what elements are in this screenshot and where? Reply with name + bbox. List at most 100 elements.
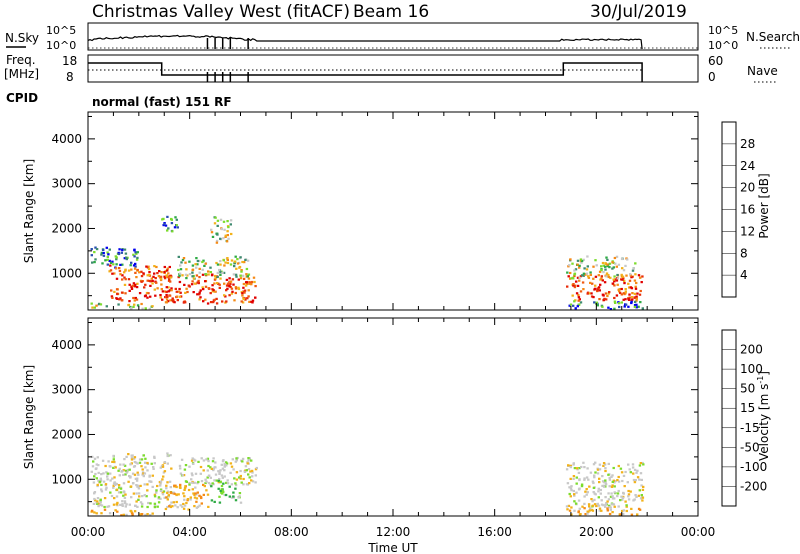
range-gate-cell [107, 460, 110, 463]
freq-line [88, 62, 643, 82]
range-gate-cell [239, 469, 242, 473]
x-tick-label: 16:00 [477, 525, 512, 539]
range-gate-cell [603, 281, 607, 284]
range-gate-cell [632, 499, 635, 502]
power-panel-frame [87, 111, 699, 311]
range-gate-cell [209, 476, 212, 479]
range-gate-cell [118, 267, 121, 270]
range-gate-cell [242, 477, 245, 481]
range-gate-cell [133, 255, 136, 258]
range-gate-cell [576, 263, 579, 266]
range-gate-cell [130, 285, 133, 289]
range-gate-cell [237, 278, 240, 281]
range-gate-cell [252, 276, 256, 279]
range-gate-cell [580, 483, 584, 486]
range-gate-cell [220, 484, 224, 488]
range-gate-cell [238, 495, 241, 498]
range-gate-cell [246, 275, 249, 278]
range-gate-cell [605, 272, 609, 275]
range-gate-cell [212, 469, 215, 472]
range-gate-cell [592, 491, 595, 494]
range-gate-cell [159, 488, 163, 491]
range-gate-cell [93, 491, 97, 494]
range-gate-cell [623, 282, 626, 285]
range-gate-cell [207, 505, 210, 508]
range-gate-cell [601, 279, 604, 282]
range-gate-cell [138, 292, 142, 295]
range-gate-cell [226, 257, 229, 260]
range-gate-cell [215, 302, 219, 305]
range-gate-cell [639, 301, 642, 304]
range-gate-cell [591, 500, 594, 503]
range-gate-cell [93, 492, 96, 495]
range-gate-cell [126, 470, 129, 473]
range-gate-cell [219, 237, 222, 240]
range-gate-cell [222, 482, 225, 485]
range-gate-cell [235, 478, 239, 481]
range-gate-cell [154, 277, 157, 280]
range-gate-cell [113, 497, 116, 500]
range-gate-cell [134, 251, 137, 254]
range-gate-cell [113, 476, 116, 479]
range-gate-cell [90, 302, 93, 305]
range-gate-cell [229, 263, 233, 266]
range-gate-cell [102, 472, 105, 475]
range-gate-cell [201, 286, 204, 289]
range-gate-cell [124, 252, 128, 255]
range-gate-cell [107, 505, 111, 508]
range-gate-cell [99, 303, 103, 306]
range-gate-cell [583, 477, 586, 480]
range-gate-cell [582, 288, 585, 291]
range-gate-cell [565, 468, 569, 471]
range-gate-cell [178, 274, 181, 278]
range-gate-cell [185, 277, 188, 280]
range-gate-cell [245, 483, 249, 486]
range-gate-cell [198, 276, 201, 279]
range-gate-cell [178, 295, 182, 298]
range-gate-cell [132, 305, 135, 308]
range-gate-cell [611, 495, 614, 498]
range-gate-cell [613, 275, 616, 278]
range-gate-cell [127, 304, 130, 307]
range-gate-cell [573, 300, 576, 303]
range-gate-cell [217, 487, 220, 490]
range-gate-cell [207, 273, 210, 276]
range-gate-cell [184, 291, 187, 294]
range-gate-cell [238, 266, 241, 269]
range-gate-cell [173, 484, 176, 487]
range-gate-cell [566, 285, 569, 288]
range-gate-cell [125, 513, 128, 516]
range-gate-cell [226, 230, 229, 233]
velocity-colorbar-label: Velocity [m s-1] [756, 371, 771, 461]
range-gate-cell [225, 300, 228, 303]
range-gate-cell [620, 495, 623, 498]
range-gate-cell [210, 228, 213, 231]
range-gate-cell [179, 264, 182, 267]
range-gate-cell [142, 454, 145, 457]
range-gate-cell [576, 284, 580, 287]
range-gate-cell [188, 465, 191, 468]
range-gate-cell [182, 257, 186, 260]
range-gate-cell [607, 292, 610, 295]
range-gate-cell [247, 459, 250, 462]
range-gate-cell [211, 482, 214, 485]
range-gate-cell [234, 255, 237, 258]
range-gate-cell [615, 265, 618, 268]
range-gate-cell [165, 286, 168, 289]
range-gate-cell [178, 287, 181, 291]
range-gate-cell [99, 503, 102, 506]
range-gate-cell [150, 462, 153, 465]
range-gate-cell [204, 298, 207, 301]
range-gate-cell [146, 483, 149, 486]
range-gate-cell [175, 224, 178, 227]
range-gate-cell [181, 474, 184, 477]
range-gate-cell [178, 272, 182, 275]
range-gate-cell [173, 226, 177, 229]
range-gate-cell [128, 300, 131, 303]
range-gate-cell [91, 261, 94, 264]
range-gate-cell [96, 500, 99, 503]
freq-right-tick-bottom: 0 [708, 70, 716, 84]
range-gate-cell [200, 480, 204, 483]
range-gate-cell [139, 501, 143, 504]
range-gate-cell [591, 480, 595, 483]
